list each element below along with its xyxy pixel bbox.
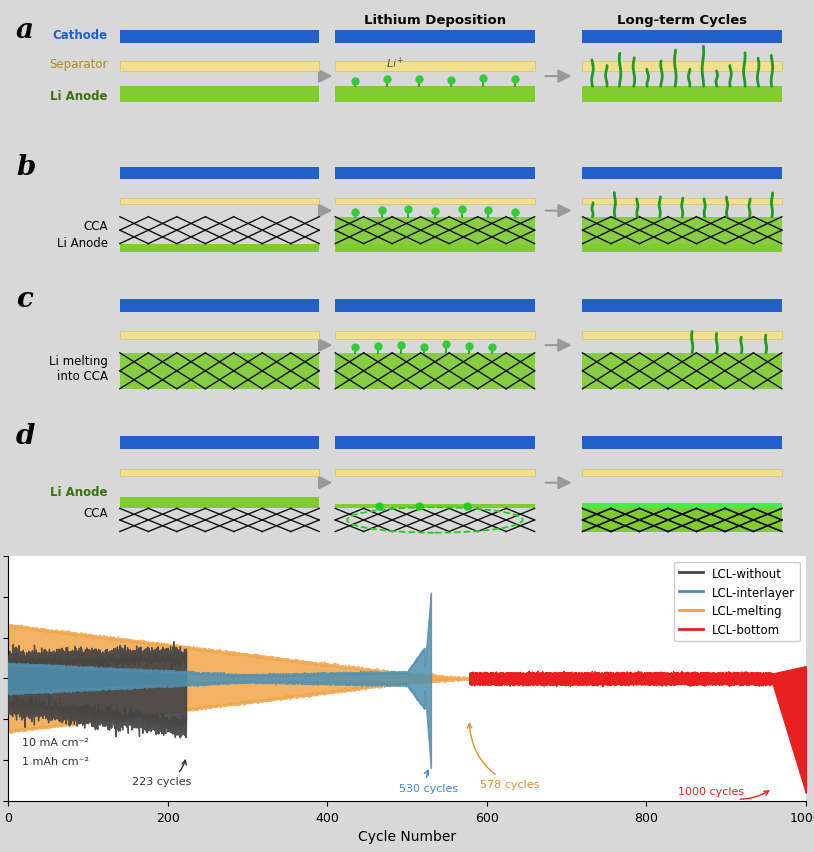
Bar [120, 245, 319, 253]
Bar [583, 299, 782, 313]
Bar [335, 61, 535, 72]
Text: Li$^+$: Li$^+$ [386, 55, 405, 71]
Text: c: c [16, 285, 33, 313]
Bar [583, 437, 782, 450]
Bar [120, 354, 319, 389]
Bar [335, 469, 535, 476]
Bar [335, 299, 535, 313]
Text: Li melting: Li melting [49, 354, 107, 367]
Bar [335, 245, 535, 253]
Bar [583, 217, 782, 245]
Text: Li Anode: Li Anode [57, 237, 107, 250]
Bar [335, 332, 535, 339]
Text: Cathode: Cathode [53, 30, 107, 43]
Text: 578 cycles: 578 cycles [467, 723, 540, 789]
Bar [583, 354, 782, 389]
Text: Lithium Deposition: Lithium Deposition [364, 14, 506, 27]
Bar [583, 31, 782, 43]
Text: Li Anode: Li Anode [50, 89, 107, 103]
Text: Separator: Separator [50, 58, 107, 71]
Bar [335, 167, 535, 180]
Bar [335, 217, 535, 245]
Text: b: b [16, 154, 36, 181]
Bar [120, 437, 319, 450]
Bar [583, 469, 782, 476]
Bar [120, 332, 319, 339]
Bar [583, 61, 782, 72]
Bar [120, 299, 319, 313]
Text: CCA: CCA [83, 506, 107, 519]
Bar [583, 245, 782, 253]
Bar [335, 354, 535, 389]
Bar [120, 498, 319, 509]
Bar [120, 199, 319, 205]
Bar [120, 167, 319, 180]
X-axis label: Cycle Number: Cycle Number [358, 829, 456, 843]
Bar [120, 31, 319, 43]
Bar [583, 503, 782, 509]
Text: 530 cycles: 530 cycles [399, 770, 458, 793]
Bar [335, 31, 535, 43]
Bar [583, 332, 782, 339]
Text: Li Anode: Li Anode [50, 486, 107, 498]
Text: d: d [16, 423, 36, 450]
Bar [335, 199, 535, 205]
Bar [120, 469, 319, 476]
Text: into CCA: into CCA [57, 370, 107, 383]
Text: Long-term Cycles: Long-term Cycles [617, 14, 747, 27]
Legend: LCL-without, LCL-interlayer, LCL-melting, LCL-bottom: LCL-without, LCL-interlayer, LCL-melting… [674, 562, 800, 642]
Bar [583, 199, 782, 205]
Bar [335, 87, 535, 102]
Text: a: a [16, 17, 34, 43]
Text: 1 mAh cm⁻²: 1 mAh cm⁻² [23, 756, 90, 766]
Bar [120, 61, 319, 72]
Bar [335, 504, 535, 509]
Text: 223 cycles: 223 cycles [132, 760, 191, 786]
Bar [120, 87, 319, 102]
Bar [583, 87, 782, 102]
Text: 10 mA cm⁻²: 10 mA cm⁻² [23, 737, 90, 747]
Bar [583, 509, 782, 532]
Bar [583, 167, 782, 180]
Text: 1000 cycles: 1000 cycles [678, 786, 768, 799]
Text: CCA: CCA [83, 220, 107, 233]
Bar [335, 437, 535, 450]
